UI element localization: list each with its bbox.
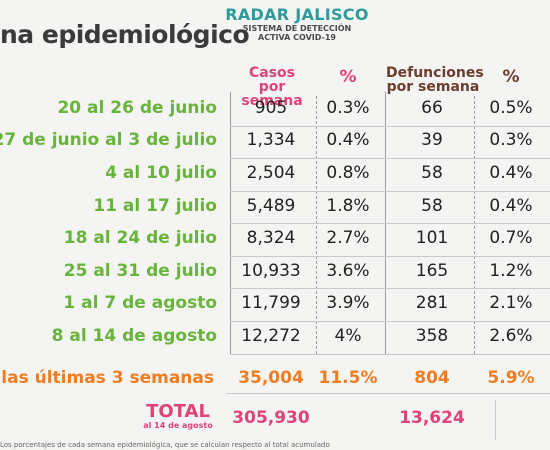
summary-cases-pct: 11.5%: [318, 368, 378, 388]
cases-value: 5,489: [246, 196, 296, 216]
table-row: 25 al 31 de julio 10,933 3.6% 165 1.2%: [0, 257, 550, 289]
cases-pct: 3.9%: [326, 293, 370, 313]
cases-pct: 3.6%: [326, 261, 370, 281]
footnote: Los porcentajes de cada semana epidemiol…: [0, 441, 330, 449]
table-row: 8 al 14 de agosto 12,272 4% 358 2.6%: [0, 322, 550, 354]
cases-header: Casos por semana: [228, 66, 316, 108]
radar-jalisco-logo: RADAR JALISCO SISTEMA DE DETECCIÓN ACTIV…: [222, 5, 372, 43]
table-row: 20 al 26 de junio 905 0.3% 66 0.5%: [0, 94, 550, 126]
row-divider: [230, 158, 550, 159]
summary-row: n las últimas 3 semanas 35,004 11.5% 804…: [0, 364, 550, 396]
deaths-pct: 0.4%: [489, 163, 533, 183]
page-title: na epidemiológico: [0, 20, 250, 49]
deaths-pct: 2.6%: [489, 326, 533, 346]
cases-value: 10,933: [241, 261, 301, 281]
row-divider: [230, 288, 550, 289]
summary-deaths-pct: 5.9%: [487, 368, 535, 388]
deaths-value: 66: [421, 98, 443, 118]
logo-line2: ACTIVA COVID-19: [258, 33, 336, 42]
row-divider: [230, 321, 550, 322]
deaths-pct: 1.2%: [489, 261, 533, 281]
deaths-header-line2: por semana: [386, 79, 480, 95]
cases-value: 8,324: [246, 228, 296, 248]
grid-line: [316, 96, 317, 354]
cases-pct: 1.8%: [326, 196, 370, 216]
week-label: 20 al 26 de junio: [57, 98, 217, 118]
deaths-value: 281: [415, 293, 449, 313]
total-title: TOTAL: [146, 401, 210, 422]
cases-pct: 0.8%: [326, 163, 370, 183]
logo-name: RADAR JALISCO: [225, 5, 369, 24]
cases-header-line2: por semana: [241, 79, 303, 109]
cases-pct: 2.7%: [326, 228, 370, 248]
week-label: 11 al 17 julio: [93, 196, 217, 216]
deaths-header: Defunciones por semana: [386, 65, 484, 95]
week-label: 8 al 14 de agosto: [51, 326, 217, 346]
cases-value: 1,334: [246, 130, 296, 150]
cases-pct: 0.4%: [326, 130, 370, 150]
total-label: TOTAL al 14 de agosto: [142, 401, 214, 431]
deaths-pct: 2.1%: [489, 293, 533, 313]
summary-label: n las últimas 3 semanas: [0, 368, 214, 388]
deaths-value: 101: [415, 228, 449, 248]
total-cases: 305,930: [232, 408, 310, 428]
week-label: 1 al 7 de agosto: [63, 293, 217, 313]
cases-value: 11,799: [241, 293, 301, 313]
deaths-pct: 0.3%: [489, 130, 533, 150]
table-row: 1 al 7 de agosto 11,799 3.9% 281 2.1%: [0, 289, 550, 321]
week-label: 18 al 24 de julio: [63, 228, 217, 248]
deaths-value: 39: [421, 130, 443, 150]
deaths-value: 165: [415, 261, 449, 281]
deaths-value: 58: [421, 163, 443, 183]
week-label: 4 al 10 julio: [105, 163, 217, 183]
cases-pct-header: %: [339, 67, 357, 87]
cases-pct: 4%: [334, 326, 362, 346]
cases-pct: 0.3%: [326, 98, 370, 118]
row-divider: [230, 126, 550, 127]
row-divider: [230, 191, 550, 192]
total-right-rule: [495, 400, 496, 440]
cases-header-line1: Casos: [248, 65, 295, 81]
total-divider: [226, 393, 550, 394]
deaths-pct: 0.4%: [489, 196, 533, 216]
grid-line: [474, 96, 475, 354]
week-label: 27 de junio al 3 de julio: [0, 130, 217, 150]
week-label: 25 al 31 de julio: [63, 261, 217, 281]
deaths-pct: 0.5%: [489, 98, 533, 118]
summary-cases: 35,004: [238, 368, 304, 388]
deaths-pct: 0.7%: [489, 228, 533, 248]
total-deaths: 13,624: [399, 408, 465, 428]
deaths-value: 358: [415, 326, 449, 346]
row-divider: [230, 256, 550, 257]
cases-value: 905: [254, 98, 288, 118]
deaths-header-line1: Defunciones: [386, 65, 484, 81]
table-row: 27 de junio al 3 de julio 1,334 0.4% 39 …: [0, 126, 550, 158]
row-divider: [230, 354, 550, 355]
summary-deaths: 804: [414, 368, 450, 388]
cases-value: 12,272: [241, 326, 301, 346]
deaths-value: 58: [421, 196, 443, 216]
table-row: 18 al 24 de julio 8,324 2.7% 101 0.7%: [0, 224, 550, 256]
table-row: 4 al 10 julio 2,504 0.8% 58 0.4%: [0, 159, 550, 191]
deaths-pct-header: %: [502, 67, 520, 87]
table-row: 11 al 17 julio 5,489 1.8% 58 0.4%: [0, 192, 550, 224]
cases-value: 2,504: [246, 163, 296, 183]
total-sublabel: al 14 de agosto: [143, 421, 213, 430]
row-divider: [230, 223, 550, 224]
logo-line1: SISTEMA DE DETECCIÓN: [242, 24, 352, 33]
